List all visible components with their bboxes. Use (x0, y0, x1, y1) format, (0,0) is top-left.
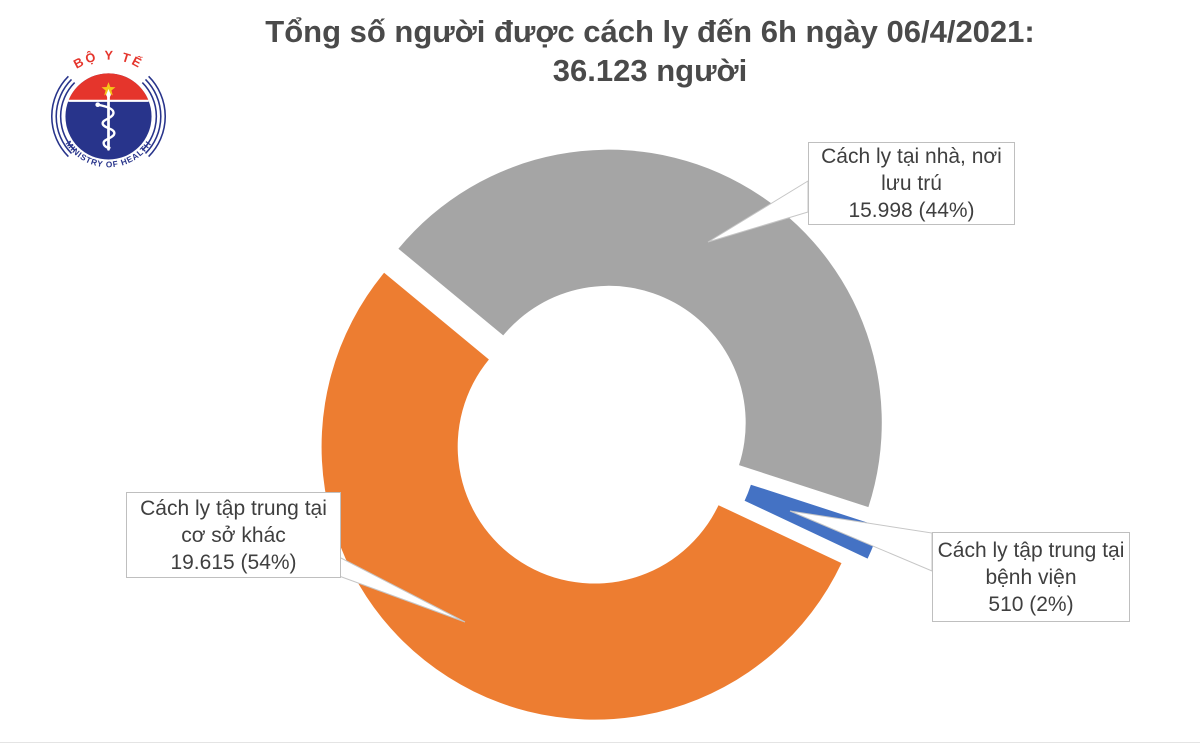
page-title-line2: 36.123 người (552, 53, 748, 88)
donut-slices (321, 149, 882, 720)
label-hospital-value: 510 (2%) (988, 592, 1074, 616)
label-box-hospital-quarantine: Cách ly tập trung tại bệnh viện 510 (2%) (932, 532, 1130, 622)
logo-side-arcs (51, 75, 166, 158)
label-hospital-line2: bệnh viện (985, 565, 1077, 589)
label-box-other-facility-quarantine: Cách ly tập trung tại cơ sở khác 19.615 … (126, 492, 341, 578)
moh-logo: BỘ Y TẾ MINISTRY OF HEALTH (51, 48, 166, 169)
donut-slice-1 (744, 484, 881, 559)
label-home-value: 15.998 (44%) (848, 199, 975, 222)
donut-slice-2 (321, 272, 842, 720)
page-title: Tổng số người được cách ly đến 6h ngày 0… (100, 12, 1200, 90)
page-title-line1: Tổng số người được cách ly đến 6h ngày 0… (265, 14, 1035, 49)
donut-slice-3 (398, 149, 882, 508)
label-other-line1: Cách ly tập trung tại (140, 496, 327, 520)
slide-bottom-edge (0, 742, 1200, 743)
label-hospital-line1: Cách ly tập trung tại (937, 538, 1125, 562)
label-box-home-quarantine: Cách ly tại nhà, nơi lưu trú 15.998 (44%… (808, 142, 1015, 225)
label-other-line2: cơ sở khác (181, 523, 286, 547)
star-icon (101, 82, 116, 96)
label-other-value: 19.615 (54%) (170, 550, 297, 574)
callout-leaders (338, 180, 933, 623)
label-home-line2: lưu trú (881, 172, 942, 195)
asclepius-rod-icon (95, 89, 116, 151)
label-home-line1: Cách ly tại nhà, nơi (821, 145, 1002, 168)
